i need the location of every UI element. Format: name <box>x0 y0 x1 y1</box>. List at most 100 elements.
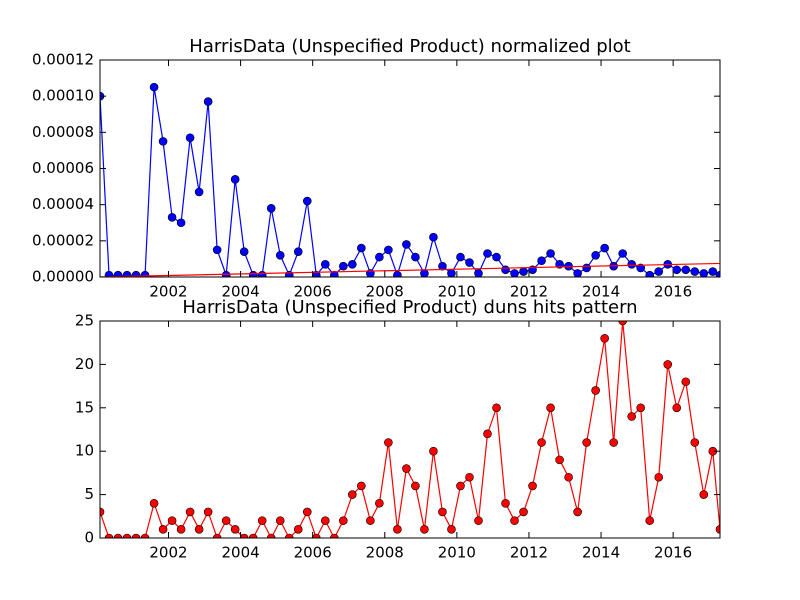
point <box>654 472 664 482</box>
x-tick-label: 2016 <box>654 544 692 562</box>
y-tick-label: 0.00012 <box>32 51 94 69</box>
plot-area <box>100 321 720 538</box>
x-tick-label: 2014 <box>582 544 620 562</box>
point <box>564 472 573 482</box>
point <box>654 267 664 276</box>
point <box>645 516 655 525</box>
point <box>366 516 375 525</box>
point <box>275 251 285 260</box>
point <box>293 247 303 256</box>
point <box>465 258 474 267</box>
point <box>627 260 636 269</box>
point <box>636 263 645 273</box>
plot-area <box>100 60 720 277</box>
point <box>221 516 231 525</box>
point <box>212 245 222 255</box>
point <box>474 516 483 525</box>
point <box>582 438 591 447</box>
point <box>375 498 384 508</box>
point <box>158 525 168 534</box>
point <box>140 533 150 538</box>
point <box>492 252 501 262</box>
point <box>483 429 492 439</box>
point <box>221 270 231 277</box>
point <box>420 269 429 277</box>
point <box>573 507 582 517</box>
point <box>618 321 627 326</box>
point <box>257 516 267 525</box>
point <box>591 386 600 395</box>
point <box>663 360 673 369</box>
point <box>456 252 465 262</box>
y-tick-label: 0.00006 <box>32 159 94 177</box>
point <box>248 270 258 277</box>
point <box>212 533 222 538</box>
point <box>483 249 492 258</box>
point <box>257 270 267 277</box>
point <box>113 533 123 538</box>
point <box>627 412 636 421</box>
point <box>375 252 384 262</box>
x-tick-label: 2006 <box>294 283 332 301</box>
point <box>690 267 700 276</box>
point <box>699 490 709 499</box>
point <box>113 270 123 277</box>
series-line <box>100 262 720 277</box>
point <box>708 267 718 276</box>
point <box>492 403 501 413</box>
x-tick-label: 2010 <box>438 544 476 562</box>
x-tick-label: 2004 <box>221 544 259 562</box>
y-tick-label: 0.00008 <box>32 123 94 141</box>
y-tick-label: 15 <box>75 398 94 416</box>
point <box>447 525 456 534</box>
point <box>510 516 519 525</box>
point <box>510 269 519 277</box>
point <box>528 481 537 491</box>
point <box>573 269 582 277</box>
x-tick-label: 2008 <box>366 544 404 562</box>
y-tick-label: 0.00000 <box>32 268 94 286</box>
y-tick-label: 25 <box>75 312 94 330</box>
point <box>239 247 249 256</box>
point <box>555 455 564 465</box>
x-tick-label: 2002 <box>149 283 187 301</box>
point <box>131 270 141 277</box>
point <box>429 446 438 456</box>
point <box>122 270 132 277</box>
point <box>672 265 682 275</box>
y-tick-label: 5 <box>84 485 94 503</box>
point <box>266 203 276 213</box>
point <box>600 334 609 343</box>
point <box>474 269 483 277</box>
point <box>167 516 177 525</box>
point <box>636 403 645 413</box>
point <box>690 438 700 447</box>
point <box>158 137 168 146</box>
y-tick-label: 20 <box>75 355 94 373</box>
point <box>284 533 294 538</box>
point <box>122 533 132 538</box>
point <box>600 243 609 253</box>
point <box>438 261 447 271</box>
point <box>715 525 720 534</box>
point <box>302 196 312 206</box>
point <box>546 249 555 258</box>
point <box>275 516 285 525</box>
point <box>185 133 195 143</box>
point <box>715 270 720 277</box>
point <box>681 265 691 275</box>
point <box>582 263 591 273</box>
point <box>185 507 195 517</box>
x-tick-label: 2014 <box>582 283 620 301</box>
point <box>501 498 510 508</box>
point <box>330 533 339 538</box>
point <box>149 498 159 508</box>
point <box>699 269 709 277</box>
point <box>681 377 691 387</box>
y-tick-label: 0.00010 <box>32 87 94 105</box>
point <box>519 267 528 276</box>
point <box>293 525 303 534</box>
point <box>411 252 420 262</box>
point <box>176 525 186 534</box>
